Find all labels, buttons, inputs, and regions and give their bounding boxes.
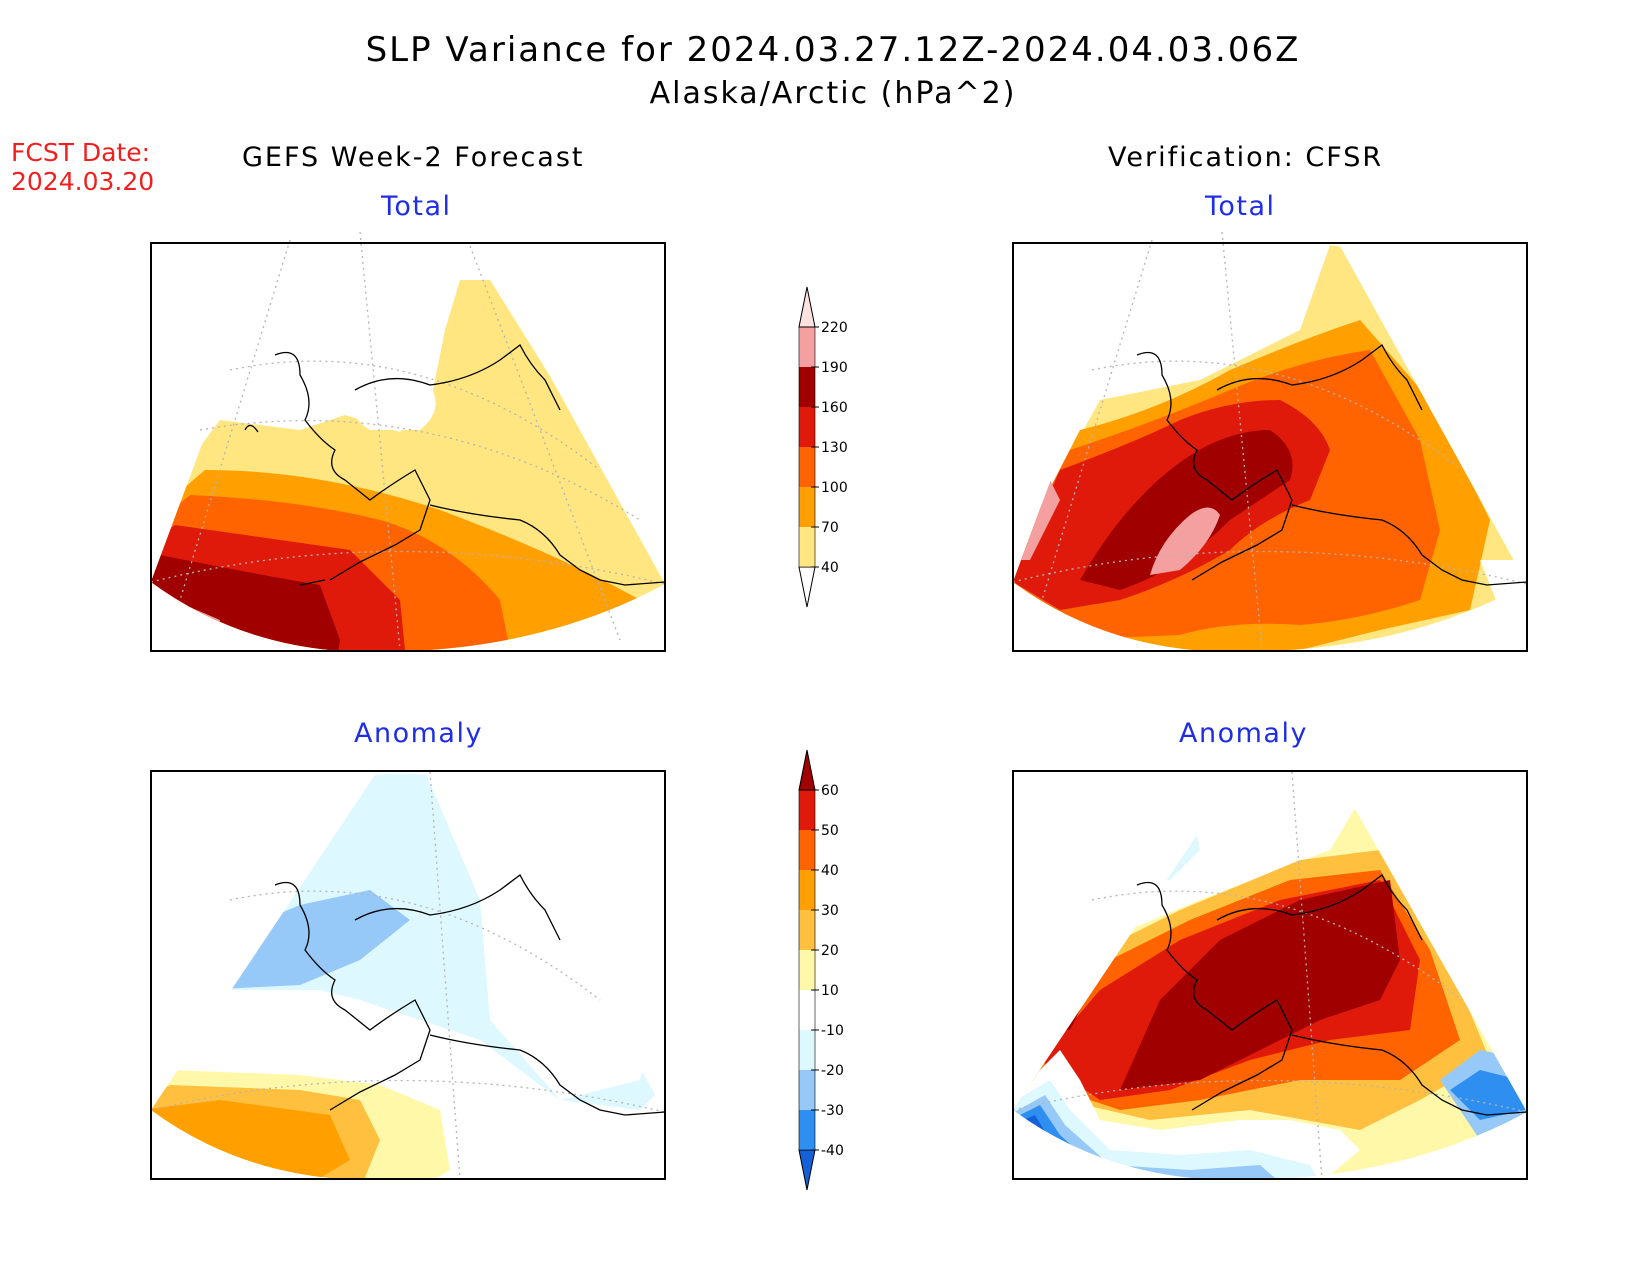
- anomaly-colorbar-tick-label: 40: [821, 863, 839, 879]
- cfsr-anomaly-frame: [1012, 770, 1528, 1180]
- anomaly-colorbar-tick-label: 60: [821, 783, 839, 799]
- forecast-date-label: FCST Date:: [11, 138, 151, 167]
- anomaly-colorbar-tick-label: -30: [821, 1103, 844, 1119]
- anomaly-colorbar-segment: [799, 870, 815, 910]
- anomaly-colorbar-tick-label: 20: [821, 943, 839, 959]
- forecast-date: 2024.03.20: [11, 167, 155, 196]
- total-colorbar: 40 70 100 130 160 190 220: [798, 286, 848, 608]
- gefs-column-heading: GEFS Week-2 Forecast: [242, 142, 585, 173]
- anomaly-colorbar-tick-label: -20: [821, 1063, 844, 1079]
- gefs-anomaly-map: [150, 770, 666, 1181]
- cfsr-total-fill: [1013, 245, 1527, 652]
- gefs-total-fill: [151, 280, 665, 652]
- total-colorbar-segment: [799, 367, 815, 407]
- total-colorbar-segment: [799, 447, 815, 487]
- cfsr-total-frame: [1012, 242, 1528, 652]
- cfsr-anomaly-fill: [1013, 773, 1527, 1180]
- anomaly-colorbar-outline: [798, 789, 816, 1151]
- gefs-anomaly-frame: [150, 770, 666, 1180]
- anomaly-colorbar-segment: [799, 1030, 815, 1070]
- anomaly-colorbar-segment: [799, 1070, 815, 1110]
- total-colorbar-tick-label: 160: [821, 400, 848, 416]
- total-colorbar-segment: [799, 527, 815, 567]
- cfsr-total-map: [1012, 231, 1528, 652]
- anomaly-colorbar-segment: [799, 830, 815, 870]
- figure-subtitle: Alaska/Arctic (hPa^2): [649, 76, 1017, 111]
- total-colorbar-tick-label: 70: [821, 520, 839, 536]
- cfsr-anomaly-map: [1012, 770, 1528, 1181]
- total-colorbar-top-arrow: [798, 286, 816, 328]
- anomaly-colorbar-segment: [799, 790, 815, 830]
- anomaly-colorbar-tick-label: 10: [821, 983, 839, 999]
- anomaly-colorbar-segment: [799, 910, 815, 950]
- gefs-anomaly-title: Anomaly: [354, 718, 483, 749]
- total-colorbar-bottom-arrow: [798, 566, 816, 608]
- total-colorbar-tick-label: 220: [821, 320, 848, 336]
- anomaly-colorbar-bottom-arrow: [798, 1149, 816, 1191]
- total-colorbar-tick-label: 130: [821, 440, 848, 456]
- gefs-total-frame: [150, 242, 666, 652]
- anomaly-colorbar-segment: [799, 990, 815, 1030]
- total-colorbar-tick-label: 40: [821, 560, 839, 576]
- cfsr-total-title: Total: [1205, 191, 1276, 222]
- total-colorbar-segment: [799, 487, 815, 527]
- cfsr-total-coastline: [1136, 344, 1528, 586]
- anomaly-colorbar-tick-label: 30: [821, 903, 839, 919]
- gefs-total-coastline: [244, 344, 666, 586]
- anomaly-colorbar-tick-label: -40: [821, 1143, 844, 1159]
- anomaly-colorbar-tick-label: -10: [821, 1023, 844, 1039]
- anomaly-colorbar-segment: [799, 950, 815, 990]
- gefs-total-title: Total: [381, 191, 452, 222]
- anomaly-colorbar-segment: [799, 1110, 815, 1150]
- anomaly-colorbar-tick-label: 50: [821, 823, 839, 839]
- total-colorbar-tick-label: 100: [821, 480, 848, 496]
- anomaly-colorbar-top-arrow: [798, 749, 816, 791]
- anomaly-colorbar: -40 -30 -20 -10 10 20 30 40 50 60: [798, 749, 844, 1191]
- figure-title: SLP Variance for 2024.03.27.12Z-2024.04.…: [365, 30, 1301, 70]
- total-colorbar-segment: [799, 407, 815, 447]
- gefs-total-map: [150, 231, 666, 652]
- gefs-anomaly-coastline: [274, 874, 666, 1116]
- total-colorbar-tick-label: 190: [821, 360, 848, 376]
- cfsr-column-heading: Verification: CFSR: [1108, 142, 1384, 173]
- total-colorbar-segment: [799, 327, 815, 367]
- gefs-anomaly-fill: [151, 773, 665, 1180]
- cfsr-anomaly-title: Anomaly: [1179, 718, 1308, 749]
- cfsr-anomaly-coastline: [1136, 874, 1528, 1116]
